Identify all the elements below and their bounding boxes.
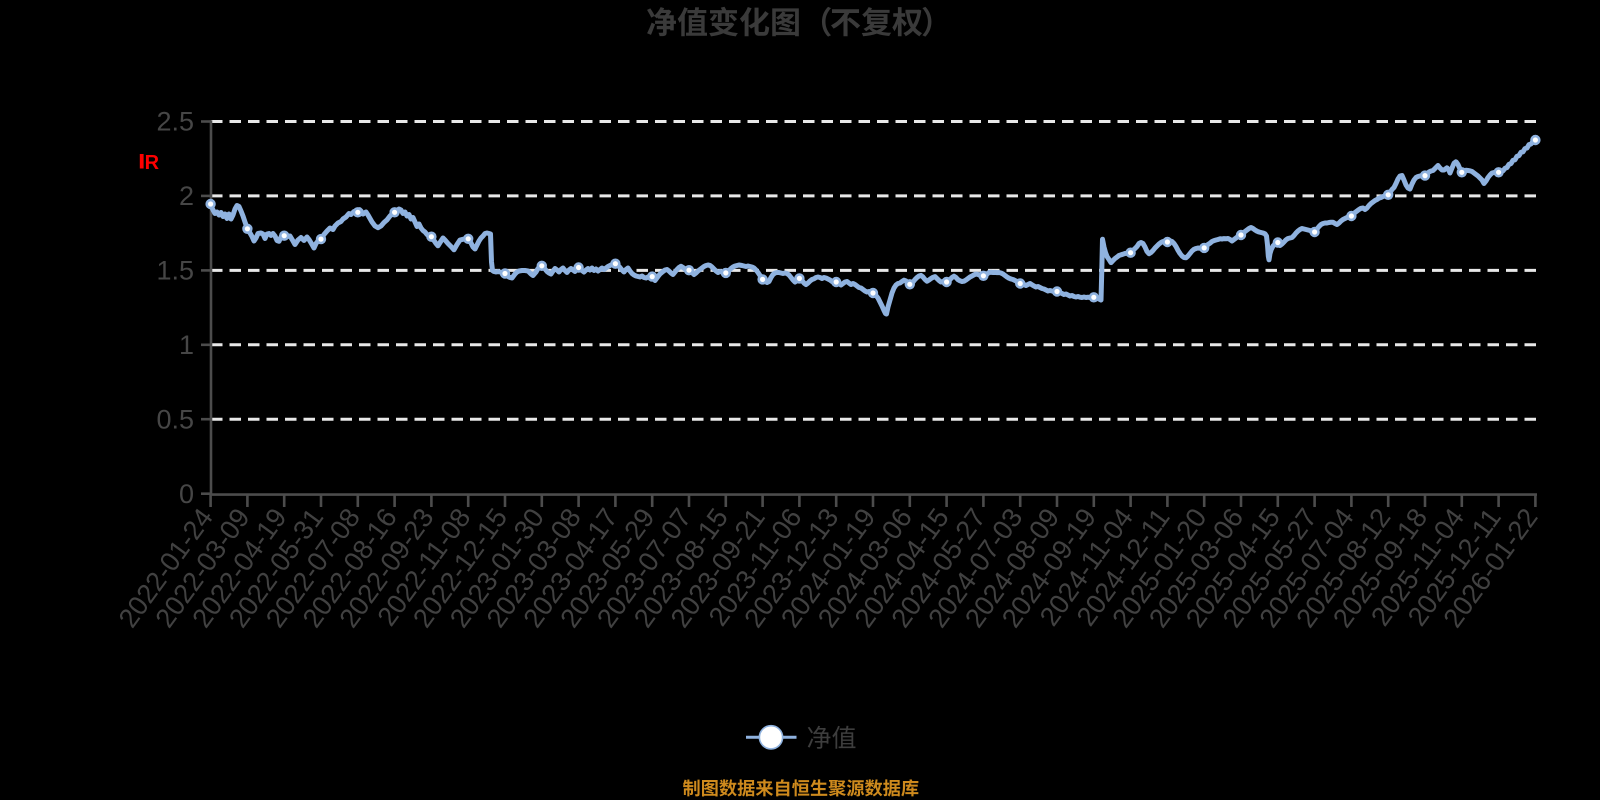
svg-text:0: 0 [179, 479, 194, 509]
svg-text:1: 1 [179, 330, 194, 360]
svg-text:1.5: 1.5 [156, 256, 194, 286]
svg-text:0.5: 0.5 [156, 404, 194, 434]
svg-text:2.5: 2.5 [156, 107, 194, 137]
svg-text:R: R [145, 152, 160, 174]
svg-text:2: 2 [179, 181, 194, 211]
